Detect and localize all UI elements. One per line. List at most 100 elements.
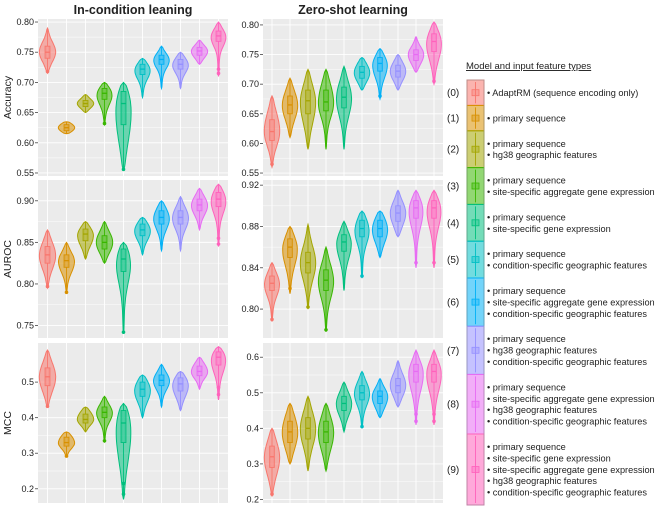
violin-(1) bbox=[281, 77, 299, 139]
outlier-point bbox=[121, 330, 126, 334]
legend-entry: (0) • AdaptRM (sequence encoding only) bbox=[447, 79, 638, 106]
outlier-point bbox=[288, 286, 292, 291]
y-tick-label: 0.3 bbox=[21, 448, 34, 458]
violin-(5) bbox=[353, 56, 371, 91]
outlier-point bbox=[216, 242, 221, 246]
violin-(8) bbox=[190, 356, 209, 391]
outlier-point bbox=[216, 392, 221, 397]
violin-(7) bbox=[389, 53, 407, 91]
legend-id: (2) bbox=[447, 145, 459, 156]
y-tick-label: 0.2 bbox=[21, 484, 34, 494]
legend-id: (9) bbox=[447, 465, 459, 476]
y-tick-label: 0.3 bbox=[246, 459, 259, 469]
legend-key-box bbox=[471, 256, 480, 264]
legend-key-box bbox=[471, 346, 480, 354]
box-(1) bbox=[63, 436, 70, 447]
box-(8) bbox=[413, 200, 419, 219]
outlier-point bbox=[270, 162, 274, 166]
legend-id: (3) bbox=[447, 182, 459, 193]
outlier-point bbox=[360, 424, 364, 429]
legend-id: (0) bbox=[447, 88, 459, 99]
legend-id: (1) bbox=[447, 114, 459, 125]
outlier-point bbox=[216, 385, 221, 390]
legend-title: Model and input feature types bbox=[466, 61, 591, 72]
y-tick-label: 0.5 bbox=[246, 388, 259, 398]
legend-text: • site-specific aggregate gene expressio… bbox=[487, 465, 655, 475]
legend-key-box bbox=[471, 182, 480, 190]
panel-2-1: 0.75 0.80 0.85 0.90 bbox=[16, 180, 228, 338]
y-tick-label: 0.70 bbox=[16, 77, 34, 87]
legend-key-box bbox=[471, 145, 480, 153]
legend-text: • condition-specific geographic features bbox=[487, 417, 647, 427]
outlier-point bbox=[270, 492, 274, 496]
y-tick-label: 0.5 bbox=[21, 377, 34, 387]
box-(1) bbox=[287, 238, 293, 258]
legend-text: • hg38 geographic features bbox=[487, 405, 597, 415]
outlier-point bbox=[270, 317, 274, 322]
legend-key-box bbox=[471, 466, 480, 473]
violin-(8) bbox=[190, 39, 209, 65]
outlier-point bbox=[45, 284, 50, 289]
legend-entry: (4) • primary sequence • site-specific gen… bbox=[447, 203, 611, 242]
box-(0) bbox=[269, 119, 275, 141]
box-(9) bbox=[215, 351, 222, 366]
box-(4) bbox=[120, 91, 127, 126]
y-tick-label: 0.80 bbox=[16, 17, 34, 27]
legend-id: (8) bbox=[447, 400, 459, 411]
panel-1-1: 0.55 0.60 0.65 0.70 0.75 0.80 bbox=[16, 17, 228, 178]
y-tick-label: 0.84 bbox=[241, 263, 259, 273]
legend-entry: (5) • primary sequence • condition-specifi… bbox=[447, 240, 647, 279]
outlier-point bbox=[432, 412, 436, 416]
legend-text: • site-specific aggregate gene expressio… bbox=[487, 297, 655, 307]
y-tick-label: 0.88 bbox=[241, 221, 259, 231]
box-(9) bbox=[431, 33, 437, 53]
y-tick-label: 0.80 bbox=[241, 20, 259, 30]
legend: Model and input feature types (0) • AdaptR… bbox=[447, 61, 655, 506]
box-(2) bbox=[82, 228, 89, 242]
legend-text: • hg38 geographic features bbox=[487, 150, 597, 160]
legend-text: • AdaptRM (sequence encoding only) bbox=[487, 88, 638, 98]
y-tick-label: 0.92 bbox=[241, 180, 259, 190]
outlier-point bbox=[216, 67, 221, 71]
legend-text: • primary sequence bbox=[487, 334, 566, 344]
legend-entry: (7) • primary sequence • hg38 geographic f… bbox=[447, 325, 647, 375]
box-(2) bbox=[82, 413, 89, 424]
panel-2-2: 0.80 0.84 0.88 0.92 bbox=[241, 180, 443, 338]
y-tick-label: 0.90 bbox=[16, 196, 34, 206]
legend-id: (7) bbox=[447, 346, 459, 357]
legend-text: • primary sequence bbox=[487, 442, 566, 452]
box-(9) bbox=[431, 363, 437, 383]
y-tick-label: 0.65 bbox=[16, 108, 34, 118]
legend-key-box bbox=[471, 219, 480, 227]
legend-text: • primary sequence bbox=[487, 286, 566, 296]
y-tick-label: 0.70 bbox=[241, 79, 259, 89]
legend-key-box bbox=[471, 298, 480, 306]
box-(2) bbox=[305, 89, 311, 115]
legend-text: • primary sequence bbox=[487, 176, 566, 186]
legend-text: • condition-specific geographic features bbox=[487, 261, 647, 271]
box-(6) bbox=[377, 390, 383, 404]
y-tick-label: 0.75 bbox=[16, 321, 34, 331]
legend-text: • primary sequence bbox=[487, 382, 566, 392]
outlier-point bbox=[64, 454, 69, 458]
legend-text: • condition-specific geographic features bbox=[487, 488, 647, 498]
box-(8) bbox=[413, 363, 419, 383]
violin-(4) bbox=[335, 381, 353, 434]
y-tick-label: 0.6 bbox=[246, 352, 259, 362]
violin-(2) bbox=[299, 222, 317, 310]
row-label: AUROC bbox=[2, 240, 14, 278]
panel-3-1: 0.2 0.3 0.4 0.5 bbox=[21, 343, 228, 503]
legend-text: • primary sequence bbox=[487, 249, 566, 259]
y-tick-label: 0.4 bbox=[246, 423, 259, 433]
outlier-point bbox=[64, 290, 69, 295]
y-tick-label: 0.75 bbox=[241, 50, 259, 60]
legend-text: • condition-specific geographic features bbox=[487, 357, 647, 367]
legend-key-box bbox=[471, 114, 480, 122]
y-tick-label: 0.80 bbox=[16, 279, 34, 289]
legend-entry: (9) • primary sequence• site-specific gen… bbox=[447, 433, 655, 506]
y-tick-label: 0.4 bbox=[21, 413, 34, 423]
outlier-point bbox=[432, 79, 436, 84]
y-tick-label: 0.55 bbox=[241, 168, 259, 178]
box-(4) bbox=[120, 248, 127, 272]
legend-text: • condition-specific geographic features bbox=[487, 309, 647, 319]
